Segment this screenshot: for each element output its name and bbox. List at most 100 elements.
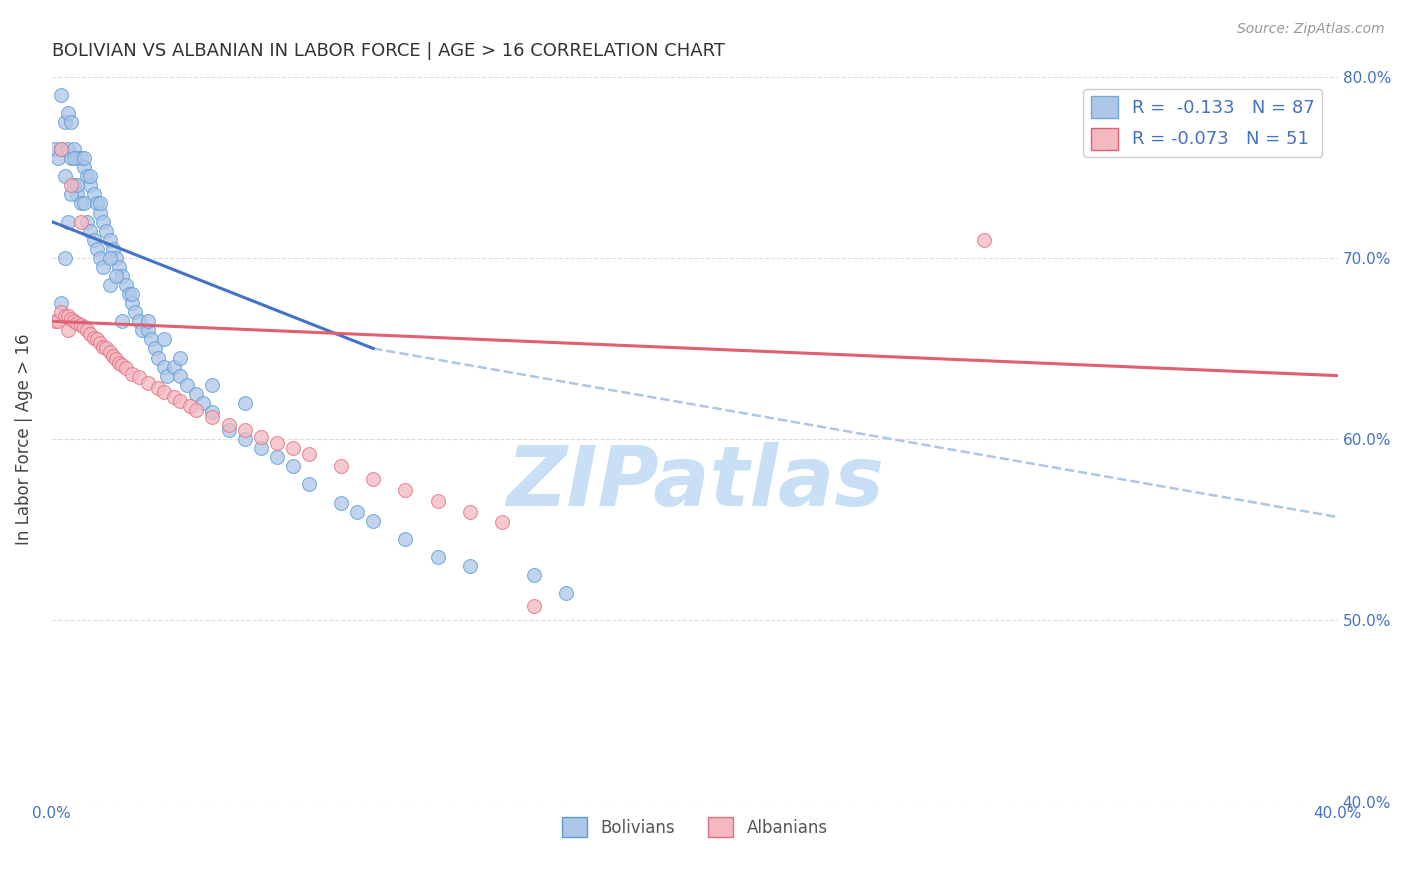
Point	[89, 336, 111, 351]
Point	[555, 586, 578, 600]
Point	[121, 287, 143, 301]
Point	[201, 405, 224, 419]
Point	[153, 332, 176, 346]
Point	[163, 359, 186, 374]
Point	[89, 196, 111, 211]
Point	[298, 477, 321, 491]
Y-axis label: In Labor Force | Age > 16: In Labor Force | Age > 16	[15, 334, 32, 545]
Point	[249, 441, 271, 455]
Point	[56, 214, 79, 228]
Point	[458, 558, 481, 573]
Point	[63, 142, 86, 156]
Point	[111, 358, 134, 372]
Point	[69, 151, 91, 165]
Text: ZIPatlas: ZIPatlas	[506, 442, 883, 523]
Point	[169, 368, 191, 383]
Point	[114, 361, 136, 376]
Point	[56, 309, 79, 323]
Point	[163, 391, 186, 405]
Point	[53, 309, 76, 323]
Point	[56, 323, 79, 337]
Point	[73, 196, 96, 211]
Point	[156, 368, 179, 383]
Point	[249, 430, 271, 444]
Point	[136, 314, 159, 328]
Point	[143, 342, 166, 356]
Point	[105, 268, 128, 283]
Legend: Bolivians, Albanians: Bolivians, Albanians	[555, 810, 834, 844]
Point	[73, 319, 96, 334]
Point	[108, 260, 131, 274]
Point	[523, 568, 546, 582]
Point	[79, 178, 101, 193]
Point	[46, 151, 69, 165]
Point	[51, 305, 73, 319]
Point	[153, 384, 176, 399]
Point	[69, 318, 91, 332]
Point	[98, 278, 121, 293]
Point	[96, 224, 118, 238]
Point	[53, 169, 76, 184]
Text: BOLIVIAN VS ALBANIAN IN LABOR FORCE | AGE > 16 CORRELATION CHART: BOLIVIAN VS ALBANIAN IN LABOR FORCE | AG…	[52, 42, 724, 60]
Point	[128, 314, 150, 328]
Point	[66, 151, 89, 165]
Point	[83, 233, 105, 247]
Point	[83, 330, 105, 344]
Point	[169, 394, 191, 409]
Point	[111, 268, 134, 283]
Point	[111, 314, 134, 328]
Point	[153, 359, 176, 374]
Point	[394, 532, 416, 546]
Point	[53, 251, 76, 265]
Point	[69, 214, 91, 228]
Point	[44, 142, 66, 156]
Point	[191, 396, 214, 410]
Point	[426, 549, 449, 564]
Point	[176, 377, 198, 392]
Point	[51, 142, 73, 156]
Point	[169, 351, 191, 365]
Point	[233, 396, 256, 410]
Point	[98, 251, 121, 265]
Point	[53, 115, 76, 129]
Point	[66, 178, 89, 193]
Point	[973, 233, 995, 247]
Point	[51, 87, 73, 102]
Point	[121, 296, 143, 310]
Point	[76, 169, 98, 184]
Point	[51, 142, 73, 156]
Point	[141, 332, 163, 346]
Point	[96, 342, 118, 356]
Point	[218, 417, 240, 432]
Point	[361, 472, 384, 486]
Point	[266, 450, 288, 465]
Point	[89, 205, 111, 219]
Point	[233, 432, 256, 446]
Point	[361, 514, 384, 528]
Point	[233, 423, 256, 437]
Point	[394, 483, 416, 497]
Point	[523, 599, 546, 613]
Point	[201, 377, 224, 392]
Point	[56, 142, 79, 156]
Point	[60, 312, 83, 326]
Point	[266, 435, 288, 450]
Point	[63, 151, 86, 165]
Point	[56, 106, 79, 120]
Point	[76, 214, 98, 228]
Point	[91, 214, 114, 228]
Point	[44, 314, 66, 328]
Point	[86, 196, 108, 211]
Point	[136, 323, 159, 337]
Point	[51, 296, 73, 310]
Point	[146, 381, 169, 395]
Point	[83, 187, 105, 202]
Point	[330, 495, 353, 509]
Point	[101, 349, 124, 363]
Point	[201, 410, 224, 425]
Point	[91, 260, 114, 274]
Point	[66, 316, 89, 330]
Point	[60, 178, 83, 193]
Point	[86, 332, 108, 346]
Point	[91, 340, 114, 354]
